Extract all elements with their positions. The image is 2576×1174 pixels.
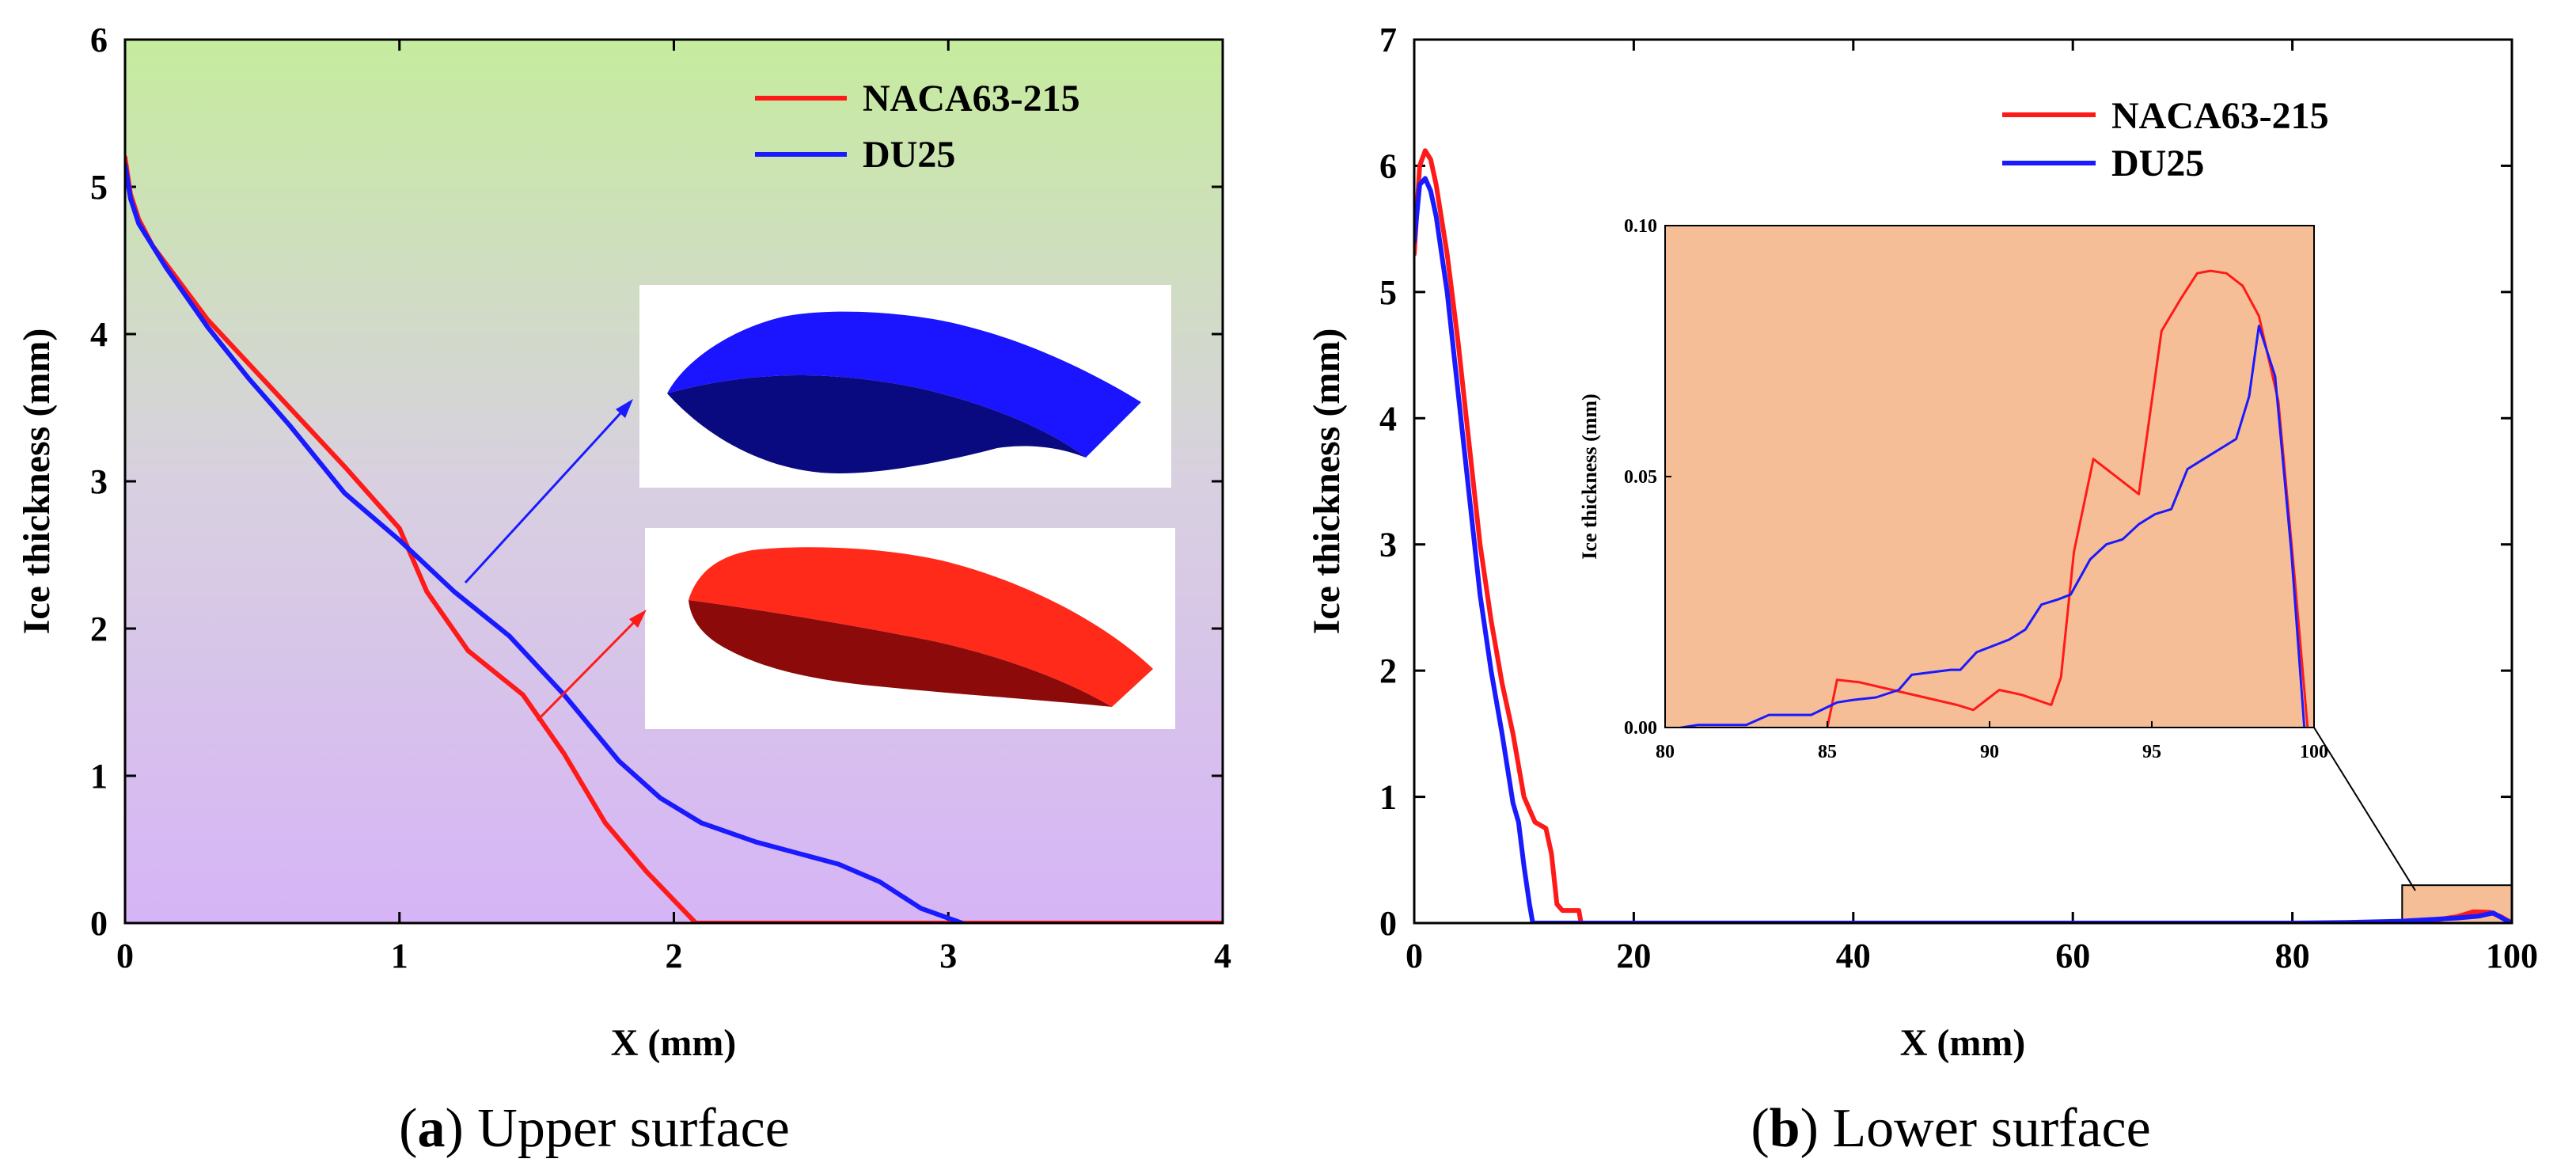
y-tick-label: 3	[1379, 526, 1397, 564]
x-tick-label: 4	[1214, 937, 1231, 975]
inset-y-ticks: 0.00 0.05 0.10	[1624, 216, 1671, 739]
panel-b-x-axis-label: X (mm)	[1900, 1022, 2026, 1064]
y-tick-label: 1	[90, 757, 108, 796]
du25-airfoil-top-surface	[667, 311, 1141, 458]
du25-annotation-arrow	[464, 399, 633, 584]
y-tick-label: 4	[90, 315, 108, 354]
zoom-connector-line	[2313, 727, 2416, 891]
naca-annotation-arrow	[536, 610, 647, 722]
y-tick-label: 5	[1379, 273, 1397, 312]
inset-y-axis-label: Ice thickness (mm)	[1578, 393, 1601, 559]
y-tick-label: 0	[90, 904, 108, 943]
panel-a-series-du25-line	[125, 162, 965, 923]
panel-b-lower-surface: 0 1 2 3 4 5 6 7 0 20 40 60 80 100 0.00 0.05 0.10 80 85 9…	[1306, 21, 2538, 1159]
inset-x-tick-label: 85	[1818, 742, 1837, 762]
panel-a-y-axis-label: Ice thickness (mm)	[16, 329, 58, 635]
inset-y-tick-label: 0.00	[1624, 718, 1657, 739]
y-tick-label: 2	[1379, 652, 1397, 690]
y-tick-label: 1	[1379, 778, 1397, 817]
panel-b-frame	[1413, 38, 2513, 925]
y-tick-label: 6	[1379, 146, 1397, 185]
x-tick-label: 1	[391, 937, 408, 975]
panel-a-frame	[123, 38, 1224, 925]
panel-a-y-ticks: 0 1 2 3 4 5 6	[90, 21, 1223, 943]
inset-x-ticks: 80 85 90 95 100	[1656, 721, 2328, 762]
inset-x-tick-label: 80	[1656, 742, 1675, 762]
inset-x-tick-label: 90	[1980, 742, 1999, 762]
legend-naca-label: NACA63-215	[863, 78, 1080, 120]
inset-x-tick-label: 100	[2300, 742, 2328, 762]
x-tick-label: 80	[2275, 937, 2310, 975]
x-tick-label: 60	[2055, 937, 2090, 975]
panel-b-series-du25-line	[1414, 176, 2512, 923]
panel-b-x-ticks: 0 20 40 60 80 100	[1406, 40, 2538, 975]
y-tick-label: 5	[90, 168, 108, 207]
naca-airfoil-lower-shading	[689, 600, 1112, 707]
legend-du-label: DU25	[863, 134, 955, 176]
x-tick-label: 3	[939, 937, 957, 975]
du25-airfoil-rendering	[639, 285, 1171, 488]
y-tick-label: 4	[1379, 399, 1397, 438]
y-tick-label: 3	[90, 462, 108, 501]
x-tick-label: 0	[116, 937, 134, 975]
x-tick-label: 0	[1406, 937, 1423, 975]
x-tick-label: 20	[1616, 937, 1651, 975]
x-tick-label: 100	[2486, 937, 2538, 975]
panel-a-caption: (a) Upper surface	[399, 1098, 790, 1159]
panel-b-caption: (b) Lower surface	[1751, 1098, 2150, 1159]
panel-a-series	[125, 154, 1223, 923]
y-tick-label: 6	[90, 21, 108, 59]
inset-x-tick-label: 95	[2142, 742, 2161, 762]
inset-series-du25-line	[1680, 325, 2306, 728]
x-tick-label: 40	[1836, 937, 1871, 975]
legend-du-label: DU25	[2111, 142, 2204, 184]
naca-airfoil-rendering	[645, 528, 1175, 729]
naca-airfoil-top-surface	[689, 547, 1153, 707]
panel-a-x-axis-label: X (mm)	[611, 1022, 737, 1064]
panel-b-y-axis-label: Ice thickness (mm)	[1306, 329, 1348, 635]
inset-series	[1680, 269, 2309, 728]
inset-y-tick-label: 0.10	[1624, 216, 1657, 237]
inset-y-tick-label: 0.05	[1624, 467, 1657, 488]
panel-a-legend: NACA63-215 DU25	[755, 78, 1080, 176]
du25-airfoil-lower-shading	[667, 374, 1086, 473]
legend-naca-label: NACA63-215	[2111, 95, 2329, 137]
x-tick-label: 2	[666, 937, 683, 975]
inset-series-naca63-215-line	[1826, 269, 2309, 728]
panel-b-legend: NACA63-215 DU25	[2002, 95, 2329, 184]
y-tick-label: 7	[1379, 21, 1397, 59]
inset-plot-background	[1665, 226, 2314, 728]
y-tick-label: 0	[1379, 904, 1397, 943]
y-tick-label: 2	[90, 610, 108, 648]
inset-chart: 0.00 0.05 0.10 80 85 90 95 100 Ice thickness (…	[1578, 216, 2328, 762]
panel-a-x-ticks: 0 1 2 3 4	[116, 40, 1231, 975]
